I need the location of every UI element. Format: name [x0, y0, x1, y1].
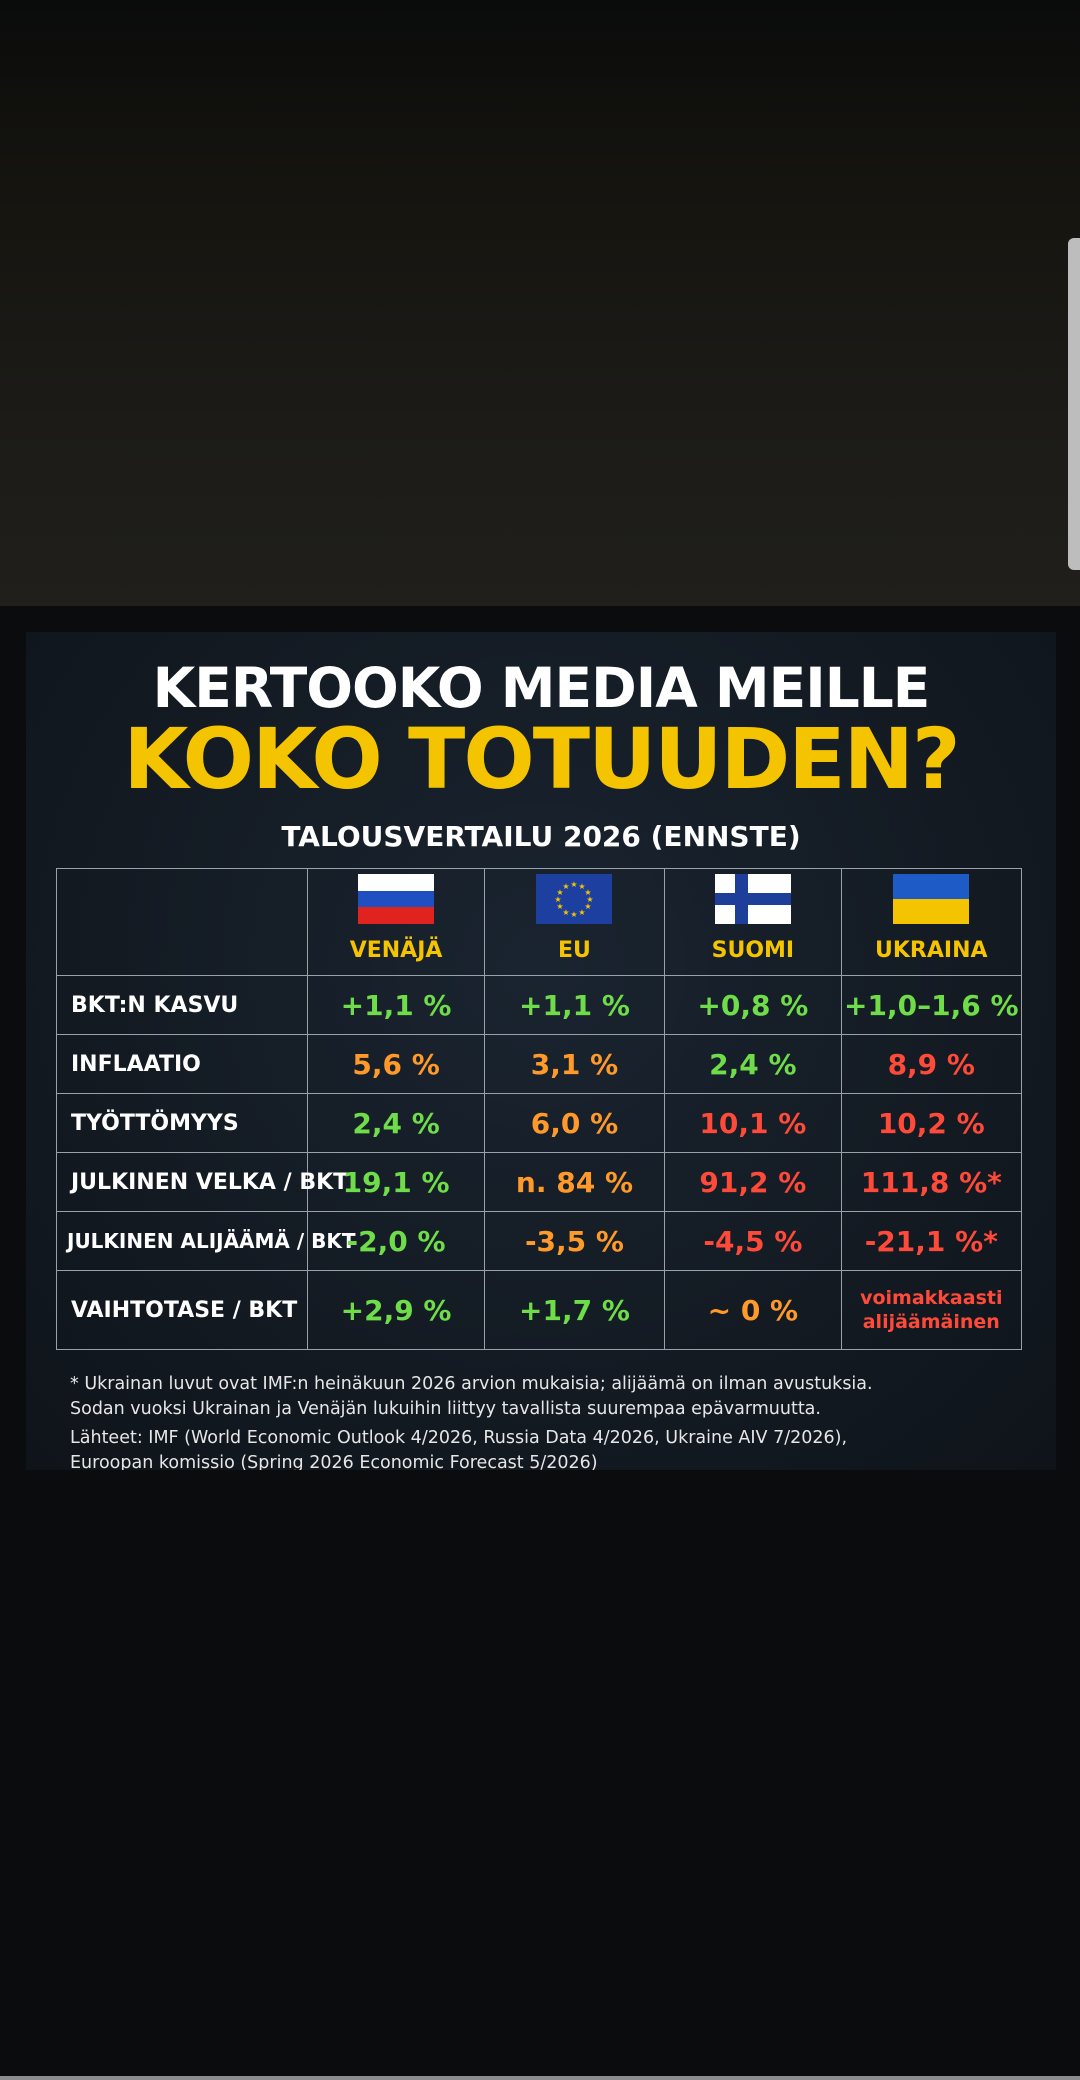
finland-flag-icon	[714, 874, 791, 924]
table-cell: voimakkaasti alijäämäinen	[840, 1270, 1023, 1350]
sources-line: Euroopan komissio (Spring 2026 Economic …	[70, 1453, 598, 1470]
table-cell: +0,8 %	[664, 975, 842, 1035]
subtitle: TALOUSVERTAILU 2026 (ENNSTE)	[281, 820, 801, 853]
table-header-row: VENÄJÄ ★ ★ ★ ★ ★ ★ ★ ★	[55, 868, 1023, 976]
table-cell: 3,1 %	[483, 1034, 666, 1094]
ukraine-flag-icon	[893, 874, 970, 924]
svg-text:★: ★	[587, 895, 594, 904]
table-cell: 2,4 %	[664, 1034, 842, 1094]
bottom-edge-line	[0, 2076, 1080, 2080]
row-label: INFLAATIO	[55, 1034, 309, 1094]
row-label: TYÖTTÖMYYS	[55, 1093, 309, 1153]
table-cell: -4,5 %	[664, 1211, 842, 1271]
row-label: JULKINEN ALIJÄÄMÄ / BKT	[55, 1211, 356, 1271]
table-cell: 10,1 %	[664, 1093, 842, 1153]
table-cell: 111,8 %*	[840, 1152, 1023, 1212]
footnote-line: Sodan vuoksi Ukrainan ja Venäjän lukuihi…	[70, 1399, 821, 1419]
column-header-venaja: VENÄJÄ	[307, 868, 485, 976]
svg-text:★: ★	[585, 902, 592, 911]
svg-text:★: ★	[579, 908, 586, 917]
country-name: SUOMI	[711, 938, 795, 963]
sources: Lähteet: IMF (World Economic Outlook 4/2…	[70, 1426, 1030, 1470]
table-cell: +1,0–1,6 %	[840, 975, 1023, 1035]
table-cell: 6,0 %	[483, 1093, 666, 1153]
table-cell: 91,2 %	[664, 1152, 842, 1212]
row-label: JULKINEN VELKA / BKT	[55, 1152, 348, 1212]
table-row: JULKINEN ALIJÄÄMÄ / BKT -2,0 % -3,5 % -4…	[55, 1211, 1023, 1271]
table-row: TYÖTTÖMYYS 2,4 % 6,0 % 10,1 % 10,2 %	[55, 1093, 1023, 1153]
row-label: VAIHTOTASE / BKT	[55, 1270, 309, 1350]
footnote: * Ukrainan luvut ovat IMF:n heinäkuun 20…	[70, 1372, 1030, 1422]
column-header-eu: ★ ★ ★ ★ ★ ★ ★ ★ ★ ★ ★ ★	[483, 868, 666, 976]
svg-text:★: ★	[555, 895, 562, 904]
scrollbar-handle[interactable]	[1068, 238, 1080, 570]
eu-flag-icon: ★ ★ ★ ★ ★ ★ ★ ★ ★ ★ ★ ★	[536, 874, 613, 924]
table-cell: ~ 0 %	[664, 1270, 842, 1350]
table-row: BKT:N KASVU +1,1 % +1,1 % +0,8 % +1,0–1,…	[55, 975, 1023, 1035]
table-cell: -3,5 %	[483, 1211, 666, 1271]
table-cell: 10,2 %	[840, 1093, 1023, 1153]
svg-text:★: ★	[571, 910, 578, 919]
comparison-table: VENÄJÄ ★ ★ ★ ★ ★ ★ ★ ★	[55, 868, 1023, 1350]
table-cell: 5,6 %	[307, 1034, 485, 1094]
svg-text:★: ★	[557, 902, 564, 911]
empty-header-cell	[55, 868, 309, 976]
table-cell: +2,9 %	[307, 1270, 485, 1350]
svg-text:★: ★	[579, 882, 586, 891]
table-cell: +1,1 %	[483, 975, 666, 1035]
svg-text:★: ★	[563, 908, 570, 917]
column-header-suomi: SUOMI	[664, 868, 842, 976]
headline-line1: KERTOOKO MEDIA MEILLE	[152, 656, 931, 720]
table-row: VAIHTOTASE / BKT +2,9 % +1,7 % ~ 0 % voi…	[55, 1270, 1023, 1350]
column-header-ukraina: UKRAINA	[840, 868, 1023, 976]
russia-flag-icon	[358, 874, 435, 924]
svg-text:★: ★	[563, 882, 570, 891]
svg-text:★: ★	[557, 888, 564, 897]
table-row: INFLAATIO 5,6 % 3,1 % 2,4 % 8,9 %	[55, 1034, 1023, 1094]
table-cell: 2,4 %	[307, 1093, 485, 1153]
row-label: BKT:N KASVU	[55, 975, 309, 1035]
video-area-bottom	[0, 1470, 1080, 2080]
svg-text:★: ★	[571, 880, 578, 889]
country-name: VENÄJÄ	[349, 938, 443, 963]
footnote-line: * Ukrainan luvut ovat IMF:n heinäkuun 20…	[70, 1374, 873, 1394]
table-cell: n. 84 %	[483, 1152, 666, 1212]
table-cell: 8,9 %	[840, 1034, 1023, 1094]
svg-text:★: ★	[585, 888, 592, 897]
table-row: JULKINEN VELKA / BKT 19,1 % n. 84 % 91,2…	[55, 1152, 1023, 1212]
table-cell: -21,1 %*	[840, 1211, 1023, 1271]
video-area-top	[0, 0, 1080, 606]
country-name: UKRAINA	[875, 938, 988, 963]
table-cell: +1,7 %	[483, 1270, 666, 1350]
sources-line: Lähteet: IMF (World Economic Outlook 4/2…	[70, 1428, 848, 1448]
headline-line2: KOKO TOTUUDEN?	[123, 710, 960, 808]
country-name: EU	[558, 938, 591, 963]
table-cell: +1,1 %	[307, 975, 485, 1035]
table-cell: -2,0 %	[307, 1211, 485, 1271]
infographic-poster: KERTOOKO MEDIA MEILLE KOKO TOTUUDEN? TAL…	[26, 632, 1056, 1470]
